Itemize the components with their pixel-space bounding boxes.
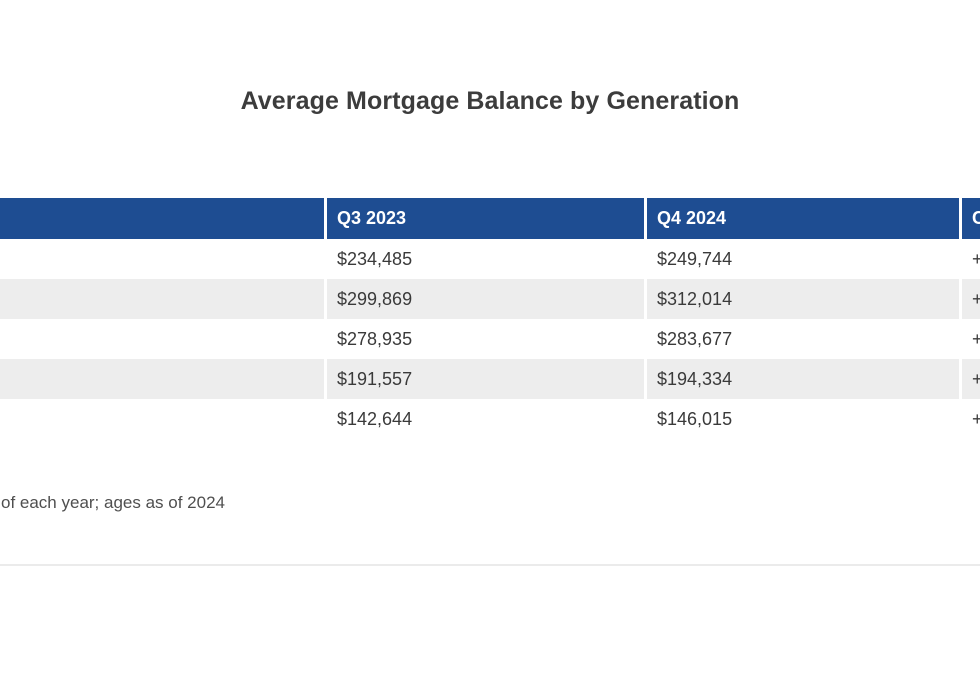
balance-q4-2024-cell: $194,334 — [644, 359, 959, 399]
balance-q3-2023-cell: $234,485 — [324, 239, 644, 279]
balance-q4-2024-cell: $283,677 — [644, 319, 959, 359]
table-header-row: Q3 2023 Q4 2024 C — [0, 198, 980, 239]
generation-cell — [0, 399, 324, 439]
column-header-q3-2023: Q3 2023 — [324, 198, 644, 239]
generation-cell — [0, 359, 324, 399]
mortgage-balance-table: Q3 2023 Q4 2024 C $234,485 $249,744 + $2… — [0, 198, 980, 439]
table-row: $142,644 $146,015 + — [0, 399, 980, 439]
mortgage-balance-table-wrap: Q3 2023 Q4 2024 C $234,485 $249,744 + $2… — [0, 198, 980, 439]
generation-cell — [0, 239, 324, 279]
page-title: Average Mortgage Balance by Generation — [240, 87, 740, 115]
balance-q4-2024-cell: $312,014 — [644, 279, 959, 319]
balance-q3-2023-cell: $191,557 — [324, 359, 644, 399]
column-header-generation — [0, 198, 324, 239]
balance-q3-2023-cell: $142,644 — [324, 399, 644, 439]
horizontal-divider — [0, 564, 980, 566]
change-cell: + — [959, 239, 980, 279]
balance-q4-2024-cell: $249,744 — [644, 239, 959, 279]
table-row: $234,485 $249,744 + — [0, 239, 980, 279]
table-row: $191,557 $194,334 + — [0, 359, 980, 399]
table-row: $278,935 $283,677 + — [0, 319, 980, 359]
column-header-q4-2024: Q4 2024 — [644, 198, 959, 239]
balance-q3-2023-cell: $299,869 — [324, 279, 644, 319]
change-cell: + — [959, 359, 980, 399]
column-header-change: C — [959, 198, 980, 239]
change-cell: + — [959, 399, 980, 439]
table-footnote: of each year; ages as of 2024 — [1, 493, 225, 512]
change-cell: + — [959, 279, 980, 319]
generation-cell — [0, 279, 324, 319]
generation-cell — [0, 319, 324, 359]
change-cell: + — [959, 319, 980, 359]
balance-q3-2023-cell: $278,935 — [324, 319, 644, 359]
balance-q4-2024-cell: $146,015 — [644, 399, 959, 439]
table-row: $299,869 $312,014 + — [0, 279, 980, 319]
